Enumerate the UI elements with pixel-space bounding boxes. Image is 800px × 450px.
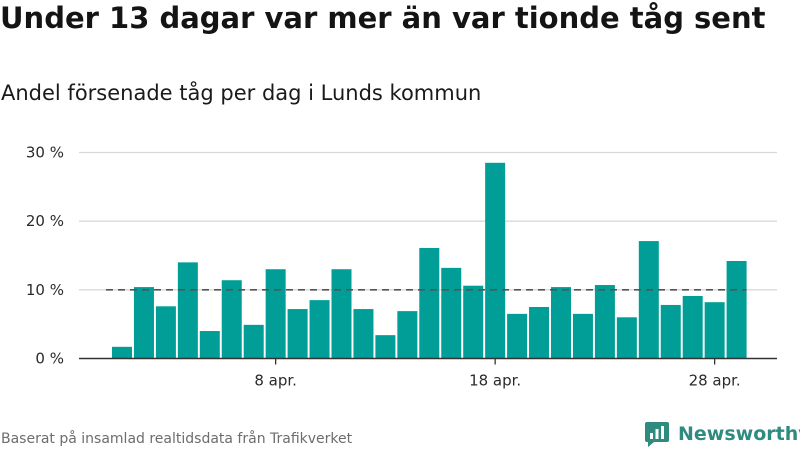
- chart-title: Under 13 dagar var mer än var tionde tåg…: [0, 1, 766, 35]
- bar: [155, 306, 176, 359]
- bar: [199, 331, 220, 359]
- axes: 0 % 10 % 20 % 30 % 8 apr. 18 apr. 28 apr.: [26, 144, 777, 390]
- bar: [507, 313, 528, 359]
- bar: [419, 247, 440, 359]
- bar: [572, 313, 593, 359]
- bar: [726, 260, 747, 359]
- bar: [529, 307, 550, 359]
- y-tick-label: 10 %: [26, 281, 64, 299]
- bar: [331, 269, 352, 359]
- chart-subtitle: Andel försenade tåg per dag i Lunds komm…: [1, 81, 482, 105]
- bar: [551, 287, 571, 359]
- bar: [112, 346, 132, 359]
- bar: [375, 335, 396, 359]
- bar: [177, 262, 198, 359]
- bar: [638, 241, 659, 359]
- y-tick-label: 20 %: [26, 212, 64, 230]
- logo-text: Newsworthy: [678, 423, 800, 445]
- bar: [309, 300, 330, 359]
- bar: [243, 324, 264, 359]
- bar: [616, 317, 637, 359]
- bar: [133, 287, 154, 359]
- bar: [660, 304, 681, 359]
- bar: [704, 302, 725, 359]
- bar: [463, 285, 484, 359]
- x-tick-label: 28 apr.: [689, 372, 741, 390]
- source-note: Baserat på insamlad realtidsdata från Tr…: [1, 431, 353, 447]
- bar: [682, 296, 703, 359]
- bar: [441, 267, 462, 359]
- newsworthy-logo-icon: [645, 422, 669, 447]
- bar: [397, 311, 418, 359]
- bar: [287, 309, 308, 359]
- bars: [112, 162, 747, 359]
- newsworthy-logo: Newsworthy: [644, 420, 800, 448]
- bar: [265, 269, 286, 359]
- bar: [485, 162, 506, 359]
- bar: [221, 280, 242, 359]
- bar: [353, 309, 374, 359]
- y-tick-label: 30 %: [26, 144, 64, 162]
- x-tick-label: 8 apr.: [254, 372, 297, 390]
- x-tick-label: 18 apr.: [469, 372, 521, 390]
- bar: [594, 285, 615, 359]
- y-tick-label: 0 %: [35, 350, 64, 368]
